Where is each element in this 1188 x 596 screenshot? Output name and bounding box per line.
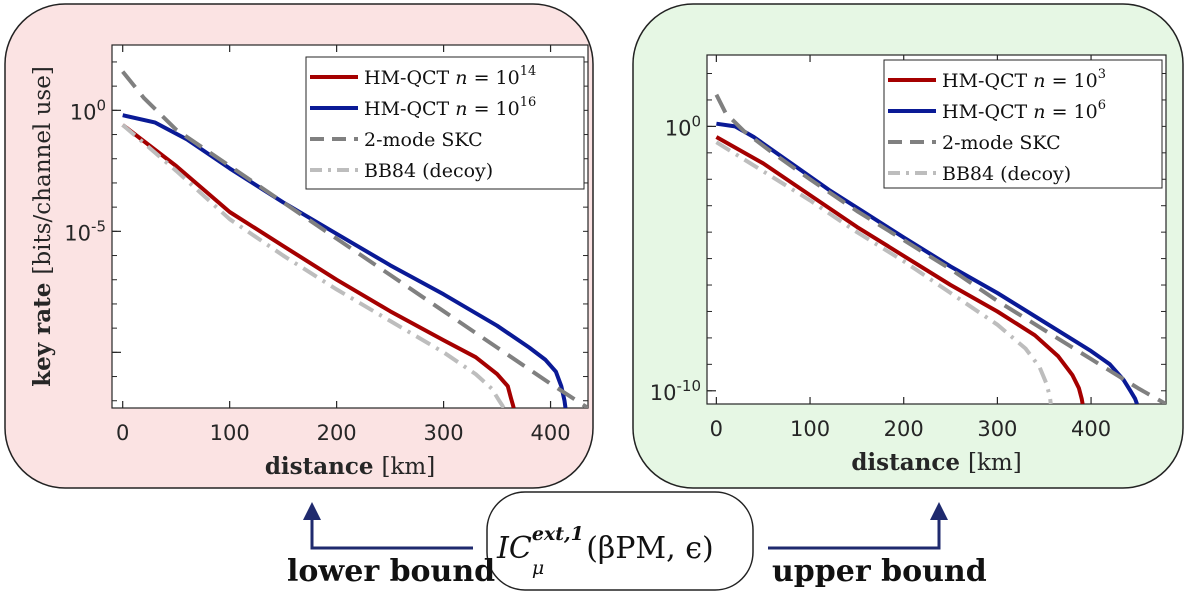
legend-label-0: HM-QCT n = 103 — [942, 67, 1106, 92]
legend-label-3: BB84 (decoy) — [364, 160, 493, 182]
upper-bound-label: upper bound — [772, 554, 987, 589]
series-line-3 — [715, 140, 1053, 404]
lower-bound-arrow-head — [303, 502, 321, 520]
formula: ICext,1 μ (βPM, ϵ) — [496, 523, 714, 579]
x-tick-label: 100 — [790, 417, 830, 441]
series-line-0 — [715, 135, 1085, 404]
x-tick-label: 300 — [424, 421, 464, 445]
upper-bound-arrow — [768, 518, 941, 550]
formula-main: IC — [496, 531, 532, 566]
legend-label-2: 2-mode SKC — [364, 129, 483, 151]
upper-bound-arrow-head — [930, 502, 948, 520]
series-line-3 — [121, 123, 506, 408]
formula-sup: ext,1 — [532, 523, 584, 545]
x-axis-label: distance [km] — [851, 449, 1021, 476]
y-axis-label: key rate [bits/channel use] — [29, 66, 56, 387]
legend-label-0: HM-QCT n = 1014 — [364, 64, 536, 89]
series-line-0 — [121, 123, 516, 408]
legend-label-1: HM-QCT n = 1016 — [364, 95, 536, 120]
lower-bound-arrow — [310, 518, 473, 550]
x-tick-label: 100 — [210, 421, 250, 445]
legend-label-1: HM-QCT n = 106 — [942, 98, 1106, 123]
series-line-2 — [121, 70, 588, 408]
legend-label-2: 2-mode SKC — [942, 132, 1061, 154]
x-tick-label: 400 — [1071, 417, 1111, 441]
x-tick-label: 200 — [884, 417, 924, 441]
left-chart: 0 100 200 300 400 100 10-5 HM-QCT n = 1014 HM-QC… — [29, 44, 589, 480]
x-tick-label: 0 — [710, 417, 723, 441]
x-tick-label: 300 — [977, 417, 1017, 441]
x-tick-label: 400 — [531, 421, 571, 445]
legend-label-3: BB84 (decoy) — [942, 163, 1071, 185]
y-tick-label: 10-10 — [650, 377, 701, 405]
formula-box — [486, 491, 754, 591]
x-tick-label: 200 — [317, 421, 357, 445]
formula-args: (βPM, ϵ) — [586, 531, 714, 566]
y-tick-label: 100 — [665, 112, 701, 140]
x-tick-label: 0 — [116, 421, 129, 445]
series-line-1 — [122, 113, 568, 408]
lower-bound-label: lower bound — [287, 554, 495, 589]
x-axis-label: distance [km] — [265, 453, 435, 480]
y-tick-label: 100 — [70, 96, 106, 124]
formula-sub: μ — [532, 557, 544, 579]
series-line-1 — [716, 121, 1139, 404]
series-line-2 — [714, 93, 1166, 404]
y-tick-label: 10-5 — [64, 217, 106, 245]
right-chart: 0 100 200 300 400 100 10-10 HM-QCT n = 103 HM-QC… — [650, 54, 1167, 476]
